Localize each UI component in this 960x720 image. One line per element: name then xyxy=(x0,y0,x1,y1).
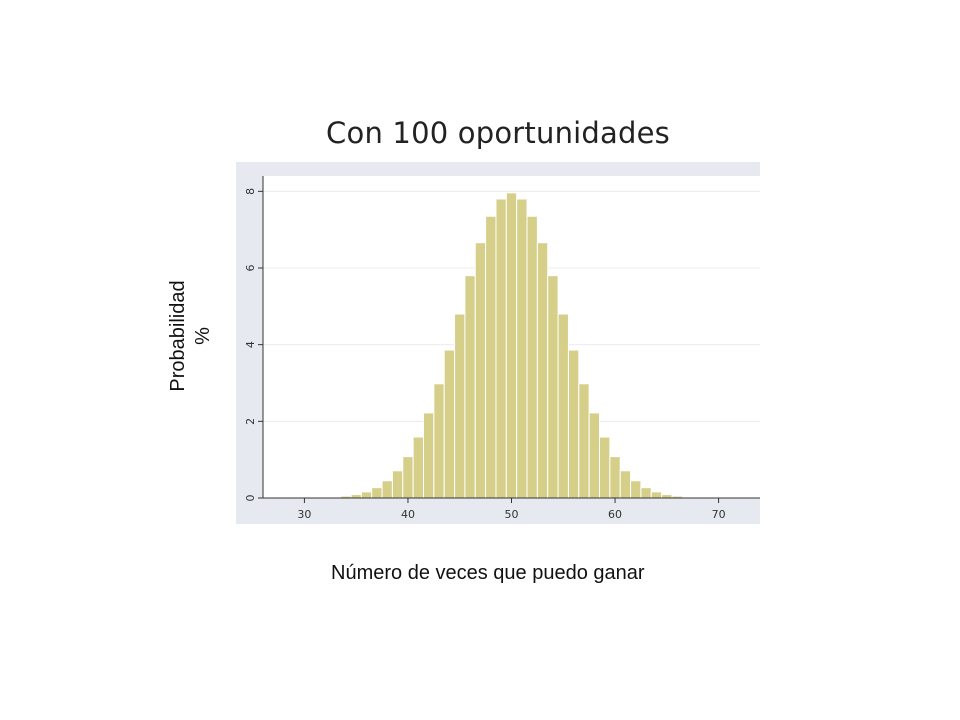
x-tick-label-50: 50 xyxy=(505,508,519,521)
x-tick-label-70: 70 xyxy=(712,508,726,521)
bar-series xyxy=(319,192,704,499)
y-axis-label: Probabilidad % xyxy=(166,280,216,391)
bar-61 xyxy=(619,470,632,499)
y-tick-label-8: 8 xyxy=(244,188,257,195)
bar-39 xyxy=(391,470,404,499)
bar-40 xyxy=(402,456,414,499)
bar-59 xyxy=(599,436,611,499)
y-axis-label-text: Probabilidad xyxy=(167,280,189,392)
bar-64 xyxy=(650,491,663,499)
bar-38 xyxy=(381,480,393,499)
bar-56 xyxy=(567,349,580,499)
bar-53 xyxy=(536,242,549,499)
y-tick-label-6: 6 xyxy=(244,265,257,272)
bar-41 xyxy=(412,436,424,499)
bar-42 xyxy=(422,412,435,499)
bar-57 xyxy=(578,383,590,499)
x-tick-label-60: 60 xyxy=(608,508,622,521)
bar-65 xyxy=(661,494,673,499)
y-tick-label-2: 2 xyxy=(244,418,257,425)
bar-50 xyxy=(505,192,518,499)
bar-62 xyxy=(630,480,642,499)
x-tick-label-30: 30 xyxy=(297,508,311,521)
bar-35 xyxy=(350,494,362,499)
bar-52 xyxy=(526,215,538,499)
bar-60 xyxy=(609,456,621,499)
bar-44 xyxy=(443,349,456,499)
bar-48 xyxy=(485,215,497,499)
bar-36 xyxy=(360,491,373,499)
y-tick-label-0: 0 xyxy=(244,495,257,502)
y-tick-label-4: 4 xyxy=(244,341,257,348)
bar-43 xyxy=(433,383,445,499)
bar-51 xyxy=(516,198,528,499)
bar-54 xyxy=(547,275,559,499)
bar-63 xyxy=(640,487,652,499)
bar-49 xyxy=(495,198,507,499)
chart-title: Con 100 oportunidades xyxy=(326,116,670,150)
x-axis-label: Número de veces que puedo ganar xyxy=(331,562,645,584)
bar-58 xyxy=(588,412,601,499)
bar-37 xyxy=(371,487,383,499)
histogram-chart: 0 2 4 6 8 30 40 50 60 70 xyxy=(236,162,760,524)
x-tick-label-40: 40 xyxy=(401,508,415,521)
bar-47 xyxy=(474,242,487,499)
axes: 0 2 4 6 8 30 40 50 60 70 xyxy=(244,176,760,521)
bar-46 xyxy=(464,275,476,499)
bar-45 xyxy=(454,313,466,499)
bar-55 xyxy=(557,313,569,499)
y-axis-unit: % xyxy=(192,327,214,345)
